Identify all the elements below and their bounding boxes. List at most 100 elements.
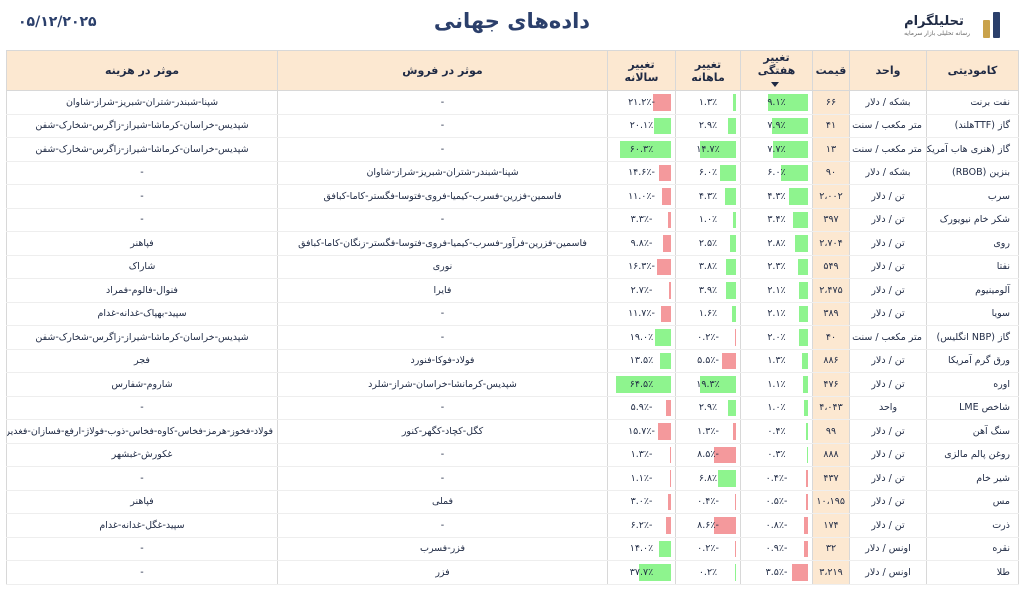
table-row[interactable]: آلومینیوم تن / دلار ۲،۴۷۵ ۲.۱٪ ۳.۹٪ -۲.۷٪ فایر… xyxy=(6,278,1019,303)
monthly-change-value: ۴.۳٪ xyxy=(698,190,718,202)
cell-commodity: روی xyxy=(926,231,1019,256)
yearly-change-value: ۱۳.۵٪ xyxy=(629,355,654,367)
cell-monthly-change: ۱.۶٪ xyxy=(675,302,741,326)
monthly-change-bar xyxy=(735,540,736,557)
cell-sales-effect: - xyxy=(277,513,608,538)
table-row[interactable]: گاز (NBP انگلیس) متر مکعب / سنت ۴۰ ۲.۰٪ -۰.۲… xyxy=(6,325,1019,350)
table-row[interactable]: ذرت تن / دلار ۱۷۴ -۰.۸٪ -۸.۶٪ -۶.۲٪ - سپید-غگل-… xyxy=(6,513,1019,538)
monthly-change-value: ۱.۰٪ xyxy=(698,214,718,226)
cell-price: ۱۳ xyxy=(812,137,850,162)
col-header-yearly[interactable]: تغییر سالانه xyxy=(607,50,676,91)
cell-cost-effect: سپید-غگل-غدانه-غدام xyxy=(6,513,278,538)
col-header-price[interactable]: قیمت xyxy=(812,50,850,91)
cell-commodity: سویا xyxy=(926,302,1019,326)
cell-monthly-change: -۸.۵٪ xyxy=(675,443,741,467)
monthly-change-value: ۳.۹٪ xyxy=(698,284,718,296)
monthly-change-value: ۱۴.۷٪ xyxy=(696,143,720,155)
cell-price: ۳۲ xyxy=(812,537,850,561)
page-header: ۰۵/۱۲/۲۰۲۵ داده‌های جهانی تحلیلگرام رسان… xyxy=(0,0,1024,48)
table-row[interactable]: روی تن / دلار ۲،۷۰۴ ۲.۸٪ ۲.۵٪ -۹.۸٪ فاسمین-فزر… xyxy=(6,231,1019,256)
cell-commodity: روغن پالم مالزی xyxy=(926,443,1019,467)
cell-unit: تن / دلار xyxy=(849,349,927,373)
table-row[interactable]: مس تن / دلار ۱۰،۱۹۵ -۰.۵٪ -۰.۴٪ -۳.۰٪ فملی فپاه… xyxy=(6,490,1019,514)
table-row[interactable]: گاز (هنری هاب آمریکا) متر مکعب / سنت ۱۳ ۷.۷… xyxy=(6,137,1019,162)
cell-monthly-change: -۰.۴٪ xyxy=(675,490,741,514)
monthly-change-value: ۲.۹٪ xyxy=(698,402,718,414)
yearly-change-value: -۳.۰٪ xyxy=(630,496,653,508)
table-row[interactable]: سرب تن / دلار ۲،۰۰۲ ۴.۳٪ ۴.۳٪ -۱۱.۰٪ فاسمین-فز… xyxy=(6,184,1019,209)
cell-sales-effect: - xyxy=(277,325,608,350)
yearly-change-bar xyxy=(661,188,671,205)
yearly-change-bar xyxy=(616,376,671,393)
cell-unit: بشکه / دلار xyxy=(849,90,927,115)
cell-commodity: نفت برنت xyxy=(926,90,1019,115)
cell-price: ۴۰ xyxy=(812,325,850,350)
table-row[interactable]: سویا تن / دلار ۳۸۹ ۲.۱٪ ۱.۶٪ -۱۱.۷٪ - سپید-بهپا… xyxy=(6,302,1019,326)
monthly-change-bar xyxy=(713,446,736,463)
sort-desc-icon[interactable] xyxy=(771,81,779,87)
col-header-weekly-label: تغییر هفتگی xyxy=(757,51,796,77)
weekly-change-bar xyxy=(804,517,808,534)
table-row[interactable]: بنزین (RBOB) بشکه / دلار ۹۰ ۶.۰٪ ۶.۰٪ -۱۴.۶٪ ش… xyxy=(6,161,1019,185)
cell-unit: متر مکعب / سنت xyxy=(849,325,927,350)
cell-yearly-change: -۲.۷٪ xyxy=(607,278,676,303)
monthly-change-value: -۰.۲٪ xyxy=(697,331,719,343)
table-row[interactable]: روغن پالم مالزی تن / دلار ۸۸۸ ۰.۳٪ -۸.۵٪ -۱.۳… xyxy=(6,443,1019,467)
yearly-change-bar xyxy=(665,517,671,534)
cell-commodity: ذرت xyxy=(926,513,1019,538)
table-row[interactable]: گاز (TTFهلند) متر مکعب / سنت ۴۱ ۷.۹٪ ۲.۹٪ ۲۰.… xyxy=(6,114,1019,138)
cell-cost-effect: سپید-بهپاک-غدانه-غدام xyxy=(6,302,278,326)
cell-unit: تن / دلار xyxy=(849,443,927,467)
col-header-sales[interactable]: موثر در فروش xyxy=(277,50,608,91)
cell-commodity: سنگ آهن xyxy=(926,419,1019,444)
yearly-change-bar xyxy=(662,235,671,252)
table-row[interactable]: نفت برنت بشکه / دلار ۶۶ ۹.۱٪ ۱.۳٪ -۲۱.۲٪ - شپنا… xyxy=(6,90,1019,115)
cell-price: ۶۶ xyxy=(812,90,850,115)
weekly-change-value: ۴.۳٪ xyxy=(767,190,786,202)
weekly-change-bar xyxy=(805,493,808,510)
table-row[interactable]: اوره تن / دلار ۴۷۶ ۱.۱٪ ۱۹.۳٪ ۶۴.۵٪ شپدیس-کرما… xyxy=(6,372,1019,397)
cell-weekly-change: ۰.۳٪ xyxy=(740,443,813,467)
yearly-change-bar xyxy=(652,94,671,111)
cell-sales-effect: فاسمین-فزرین-فرآور-فسرب-کیمیا-فروی-فتوسا… xyxy=(277,231,608,256)
cell-sales-effect: شپنا-شبندر-شتران-شبریز-شراز-شاوان xyxy=(277,161,608,185)
table-row[interactable]: نقره اونس / دلار ۳۲ -۰.۹٪ -۰.۲٪ ۱۴.۰٪ فزر-فسرب… xyxy=(6,537,1019,561)
cell-monthly-change: ۰.۲٪ xyxy=(675,560,741,585)
monthly-change-bar xyxy=(731,305,736,322)
cell-sales-effect: فملی xyxy=(277,490,608,514)
table-row[interactable]: سنگ آهن تن / دلار ۹۹ ۰.۴٪ -۱.۳٪ -۱۵.۷٪ کگل-کچا… xyxy=(6,419,1019,444)
yearly-change-bar xyxy=(657,258,671,275)
table-row[interactable]: ورق گرم آمریکا تن / دلار ۸۸۶ ۱.۳٪ -۵.۵٪ ۱۳.۵٪… xyxy=(6,349,1019,373)
cell-sales-effect: - xyxy=(277,90,608,115)
table-row[interactable]: شاخص LME واحد ۴،۰۴۳ ۱.۰٪ ۲.۹٪ -۵.۹٪ - - xyxy=(6,396,1019,420)
cell-monthly-change: -۰.۲٪ xyxy=(675,325,741,350)
col-header-unit[interactable]: واحد xyxy=(849,50,927,91)
cell-commodity: سرب xyxy=(926,184,1019,209)
cell-sales-effect: فولاد-فوکا-فنورد xyxy=(277,349,608,373)
weekly-change-value: ۶.۰٪ xyxy=(767,167,786,179)
cell-commodity: شاخص LME xyxy=(926,396,1019,420)
cell-weekly-change: ۶.۰٪ xyxy=(740,161,813,185)
monthly-change-bar xyxy=(728,117,736,134)
weekly-change-value: ۲.۳٪ xyxy=(767,261,786,273)
col-header-commodity[interactable]: کامودیتی xyxy=(926,50,1019,91)
yearly-change-value: -۱۵.۷٪ xyxy=(628,425,655,437)
col-header-cost[interactable]: موثر در هزینه xyxy=(6,50,278,91)
col-header-monthly[interactable]: تغییر ماهانه xyxy=(675,50,741,91)
logo-name: تحلیلگرام xyxy=(904,13,964,29)
cell-unit: تن / دلار xyxy=(849,513,927,538)
table-row[interactable]: طلا اونس / دلار ۳،۲۱۹ -۳.۵٪ ۰.۲٪ ۳۷.۷٪ فزر - xyxy=(6,560,1019,585)
cell-price: ۴۷۶ xyxy=(812,372,850,397)
table-row[interactable]: شیر خام تن / دلار ۴۳۷ -۰.۴٪ ۶.۸٪ -۱.۱٪ - - xyxy=(6,466,1019,491)
weekly-change-bar xyxy=(803,540,808,557)
monthly-change-value: ۱۹.۳٪ xyxy=(696,378,720,390)
cell-sales-effect: - xyxy=(277,208,608,232)
cell-cost-effect: - xyxy=(6,184,278,209)
cell-commodity: گاز (NBP انگلیس) xyxy=(926,325,1019,350)
col-header-weekly[interactable]: تغییر هفتگی xyxy=(740,50,813,91)
table-row[interactable]: شکر خام نیویورک تن / دلار ۳۹۷ ۳.۴٪ ۱.۰٪ -۳.۳٪… xyxy=(6,208,1019,232)
cell-commodity: مس xyxy=(926,490,1019,514)
cell-unit: تن / دلار xyxy=(849,208,927,232)
table-row[interactable]: نفتا تن / دلار ۵۴۹ ۲.۳٪ ۳.۸٪ -۱۶.۳٪ نوری شاراک xyxy=(6,255,1019,279)
logo-subtitle: رسانه تحلیلی بازار سرمایه xyxy=(904,29,970,37)
